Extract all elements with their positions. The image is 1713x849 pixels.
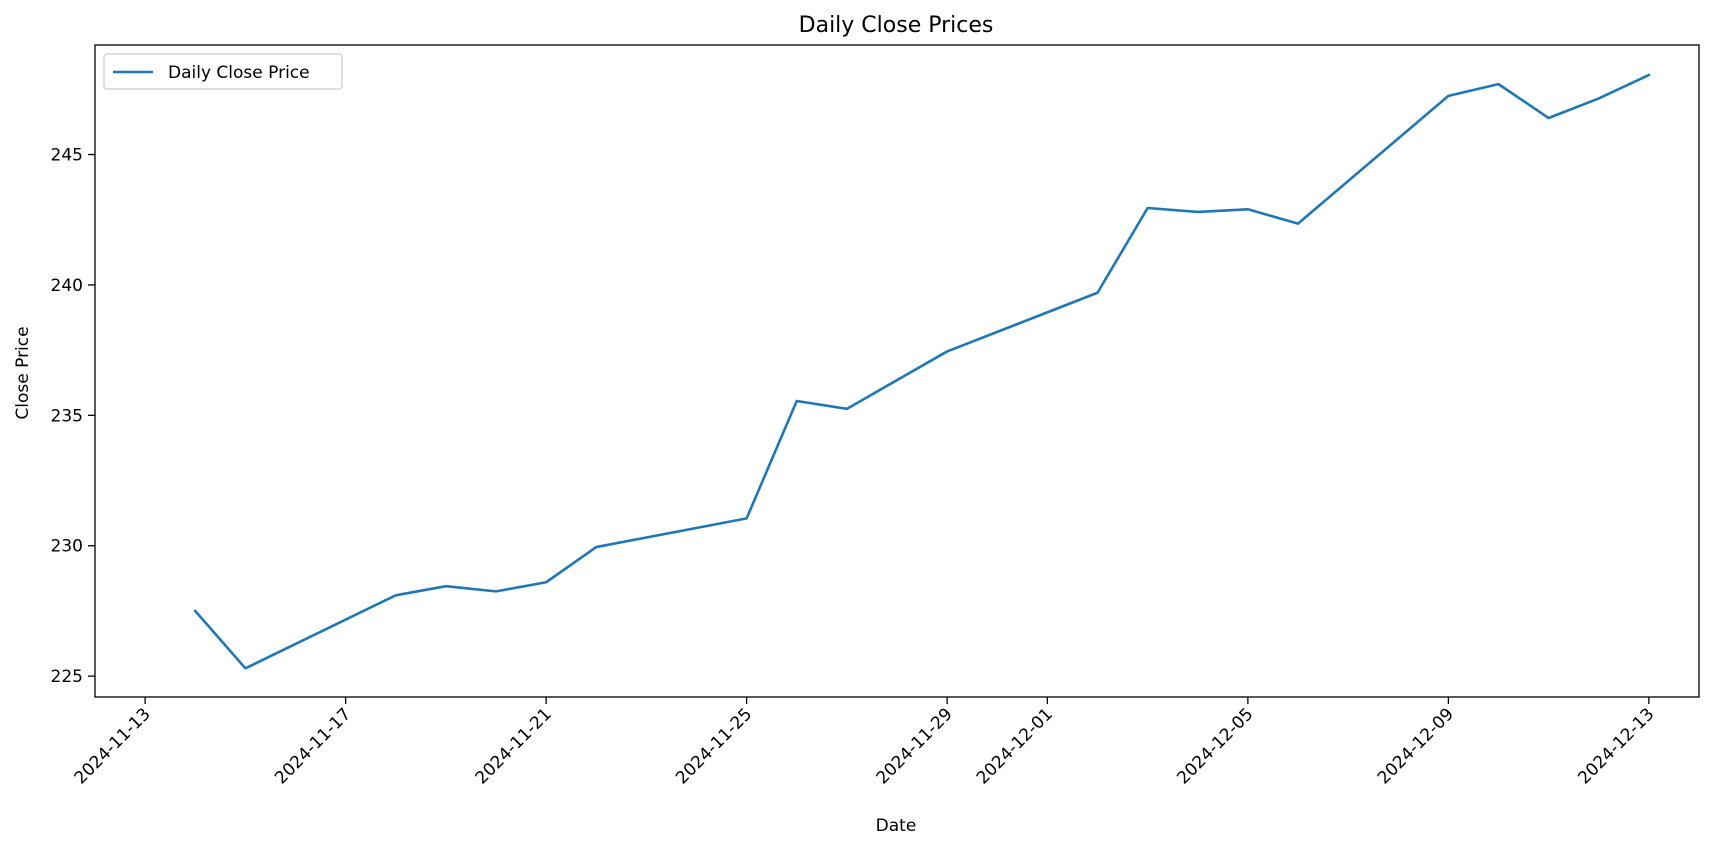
legend-box <box>103 53 343 90</box>
x-tick-label: 2024-12-09 <box>1374 704 1458 788</box>
x-tick-label: 2024-12-01 <box>973 704 1057 788</box>
plot-area <box>193 73 1651 670</box>
chart-title: Daily Close Prices <box>799 13 994 38</box>
legend-label: Daily Close Price <box>168 63 310 83</box>
x-tick-label: 2024-12-13 <box>1574 704 1658 788</box>
plot-frame <box>94 44 1700 698</box>
series-line-0 <box>193 73 1651 670</box>
y-tick-label: 235 <box>51 406 83 426</box>
x-tick-label: 2024-11-21 <box>472 704 556 788</box>
x-tick-label: 2024-11-13 <box>71 704 155 788</box>
legend: Daily Close Price <box>103 53 343 90</box>
x-axis-label: Date <box>876 816 917 836</box>
y-tick-label: 230 <box>51 537 83 557</box>
x-tick-label: 2024-11-25 <box>672 704 756 788</box>
x-tick-label: 2024-11-29 <box>873 704 957 788</box>
y-tick-label: 245 <box>51 146 83 166</box>
x-tick-label: 2024-12-05 <box>1173 704 1257 788</box>
y-tick-label: 240 <box>51 276 83 296</box>
axis-ticks: 2024-11-13 2024-11-17 2024-11-21 2024-11-25… <box>51 146 1659 789</box>
x-tick-label: 2024-11-17 <box>271 704 355 788</box>
y-axis-label: Close Price <box>13 326 33 419</box>
y-tick-label: 225 <box>51 667 83 687</box>
